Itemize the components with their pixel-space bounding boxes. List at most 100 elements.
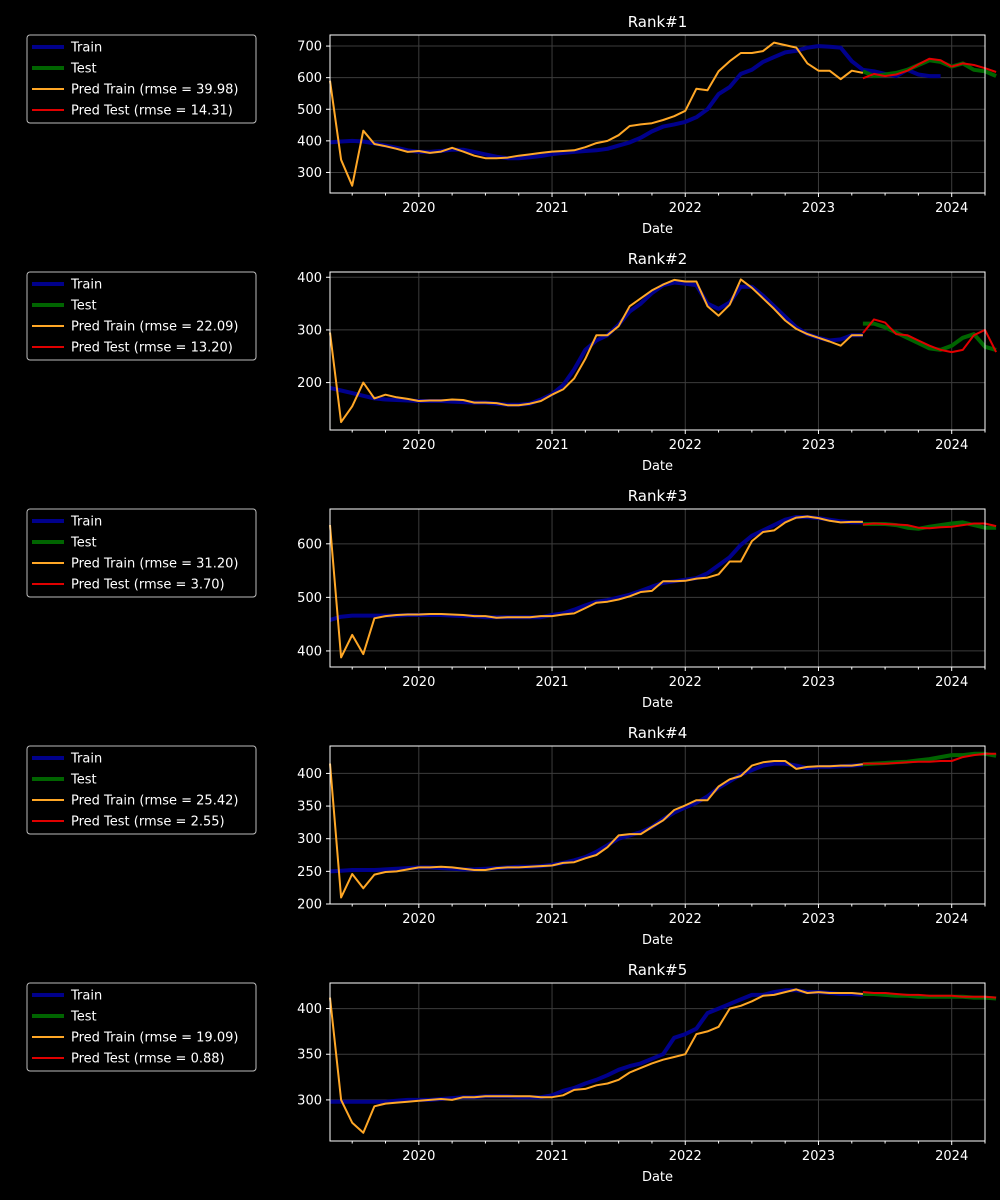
y-tick-label: 300	[297, 1093, 322, 1108]
legend-label-train: Train	[70, 752, 102, 767]
chart-title: Rank#3	[628, 487, 688, 505]
x-tick-label: 2020	[402, 912, 435, 927]
legend-label-train: Train	[70, 515, 102, 530]
y-tick-label: 250	[297, 865, 322, 880]
legend: Train Test Pred Train (rmse = 39.98) Pred T…	[26, 34, 257, 124]
y-tick-label: 400	[297, 767, 322, 782]
x-tick-label: 2022	[669, 912, 702, 927]
series-line-pred_test	[862, 522, 997, 530]
y-tick-label: 350	[297, 1048, 322, 1063]
legend: Train Test Pred Train (rmse = 31.20) Pred T…	[26, 508, 257, 598]
y-tick-label: 600	[297, 537, 322, 552]
x-axis-label: Date	[642, 222, 673, 237]
series-line-train	[329, 280, 863, 407]
y-tick-label: 400	[297, 644, 322, 659]
series-line-pred_test	[862, 57, 997, 80]
x-tick-label: 2023	[802, 1149, 835, 1164]
x-tick-label: 2023	[802, 912, 835, 927]
x-tick-label: 2021	[535, 1149, 568, 1164]
series-line-pred_test	[862, 318, 997, 354]
x-axis-label: Date	[642, 459, 673, 474]
series-line-pred_train	[329, 278, 863, 424]
chart-panel-3: Rank#3 400 500 600 2020 2021 2022 2023 2024 Date T…	[26, 487, 997, 711]
y-tick-label: 500	[297, 103, 322, 118]
y-tick-label: 500	[297, 591, 322, 606]
chart-title: Rank#1	[628, 13, 688, 31]
legend: Train Test Pred Train (rmse = 22.09) Pred T…	[26, 271, 257, 361]
x-tick-label: 2023	[802, 675, 835, 690]
x-tick-label: 2023	[802, 438, 835, 453]
x-tick-label: 2020	[402, 438, 435, 453]
y-tick-label: 700	[297, 40, 322, 55]
chart-title: Rank#5	[628, 961, 688, 979]
series-line-pred_train	[329, 988, 863, 1134]
legend-label-test: Test	[70, 299, 97, 314]
chart-panel-4: Rank#4 200 250 300 350 400 2020 2021 2022 2023 202…	[26, 724, 997, 948]
x-tick-label: 2024	[935, 912, 968, 927]
legend-label-train: Train	[70, 41, 102, 56]
x-tick-label: 2024	[935, 438, 968, 453]
x-tick-label: 2024	[935, 675, 968, 690]
y-tick-label: 300	[297, 832, 322, 847]
legend-label-test: Test	[70, 1010, 97, 1025]
legend-label-pred_train: Pred Train (rmse = 22.09)	[71, 320, 238, 335]
y-tick-label: 400	[297, 1002, 322, 1017]
x-tick-label: 2022	[669, 1149, 702, 1164]
legend-label-test: Test	[70, 536, 97, 551]
chart-panel-2: Rank#2 200 300 400 2020 2021 2022 2023 2024 Date T…	[26, 250, 997, 474]
y-tick-label: 200	[297, 376, 322, 391]
series-line-train	[329, 44, 941, 161]
legend-label-pred_train: Pred Train (rmse = 31.20)	[71, 557, 238, 572]
chart-title: Rank#4	[628, 724, 688, 742]
legend-label-pred_test: Pred Test (rmse = 14.31)	[71, 104, 233, 119]
legend-box	[26, 508, 257, 598]
axes-frame	[329, 271, 986, 431]
legend-label-pred_train: Pred Train (rmse = 25.42)	[71, 794, 238, 809]
x-axis-label: Date	[642, 1170, 673, 1185]
x-tick-label: 2024	[935, 1149, 968, 1164]
x-tick-label: 2023	[802, 201, 835, 216]
legend-box	[26, 271, 257, 361]
x-tick-label: 2021	[535, 675, 568, 690]
axes-frame	[329, 508, 986, 668]
legend-label-pred_train: Pred Train (rmse = 19.09)	[71, 1031, 238, 1046]
series-line-test	[862, 58, 997, 79]
series-line-pred_train	[329, 760, 864, 899]
x-tick-label: 2020	[402, 1149, 435, 1164]
legend-label-test: Test	[70, 62, 97, 77]
legend-box	[26, 34, 257, 124]
series-line-pred_train	[329, 41, 864, 187]
legend-label-train: Train	[70, 989, 102, 1004]
x-tick-label: 2022	[669, 438, 702, 453]
legend: Train Test Pred Train (rmse = 25.42) Pred T…	[26, 745, 257, 835]
y-tick-label: 300	[297, 166, 322, 181]
x-tick-label: 2021	[535, 912, 568, 927]
legend-box	[26, 745, 257, 835]
x-tick-label: 2021	[535, 201, 568, 216]
x-tick-label: 2022	[669, 675, 702, 690]
y-tick-label: 600	[297, 71, 322, 86]
axes-frame	[329, 745, 986, 905]
x-tick-label: 2020	[402, 201, 435, 216]
chart-panel-1: Rank#1 300 400 500 600 700 2020 2021 2022 2023 202…	[26, 13, 997, 237]
legend-label-train: Train	[70, 278, 102, 293]
y-tick-label: 300	[297, 323, 322, 338]
chart-title: Rank#2	[628, 250, 688, 268]
y-tick-label: 400	[297, 134, 322, 149]
y-tick-label: 200	[297, 898, 322, 913]
legend-label-pred_test: Pred Test (rmse = 13.20)	[71, 341, 233, 356]
axes-frame	[329, 982, 986, 1142]
x-tick-label: 2024	[935, 201, 968, 216]
x-axis-label: Date	[642, 933, 673, 948]
legend-label-pred_test: Pred Test (rmse = 0.88)	[71, 1052, 225, 1067]
series-line-train	[329, 515, 863, 622]
series-line-pred_test	[862, 752, 997, 765]
legend-label-pred_test: Pred Test (rmse = 3.70)	[71, 578, 225, 593]
y-tick-label: 350	[297, 800, 322, 815]
legend-label-test: Test	[70, 773, 97, 788]
legend-label-pred_train: Pred Train (rmse = 39.98)	[71, 83, 238, 98]
x-tick-label: 2020	[402, 675, 435, 690]
legend-label-pred_test: Pred Test (rmse = 2.55)	[71, 815, 225, 830]
